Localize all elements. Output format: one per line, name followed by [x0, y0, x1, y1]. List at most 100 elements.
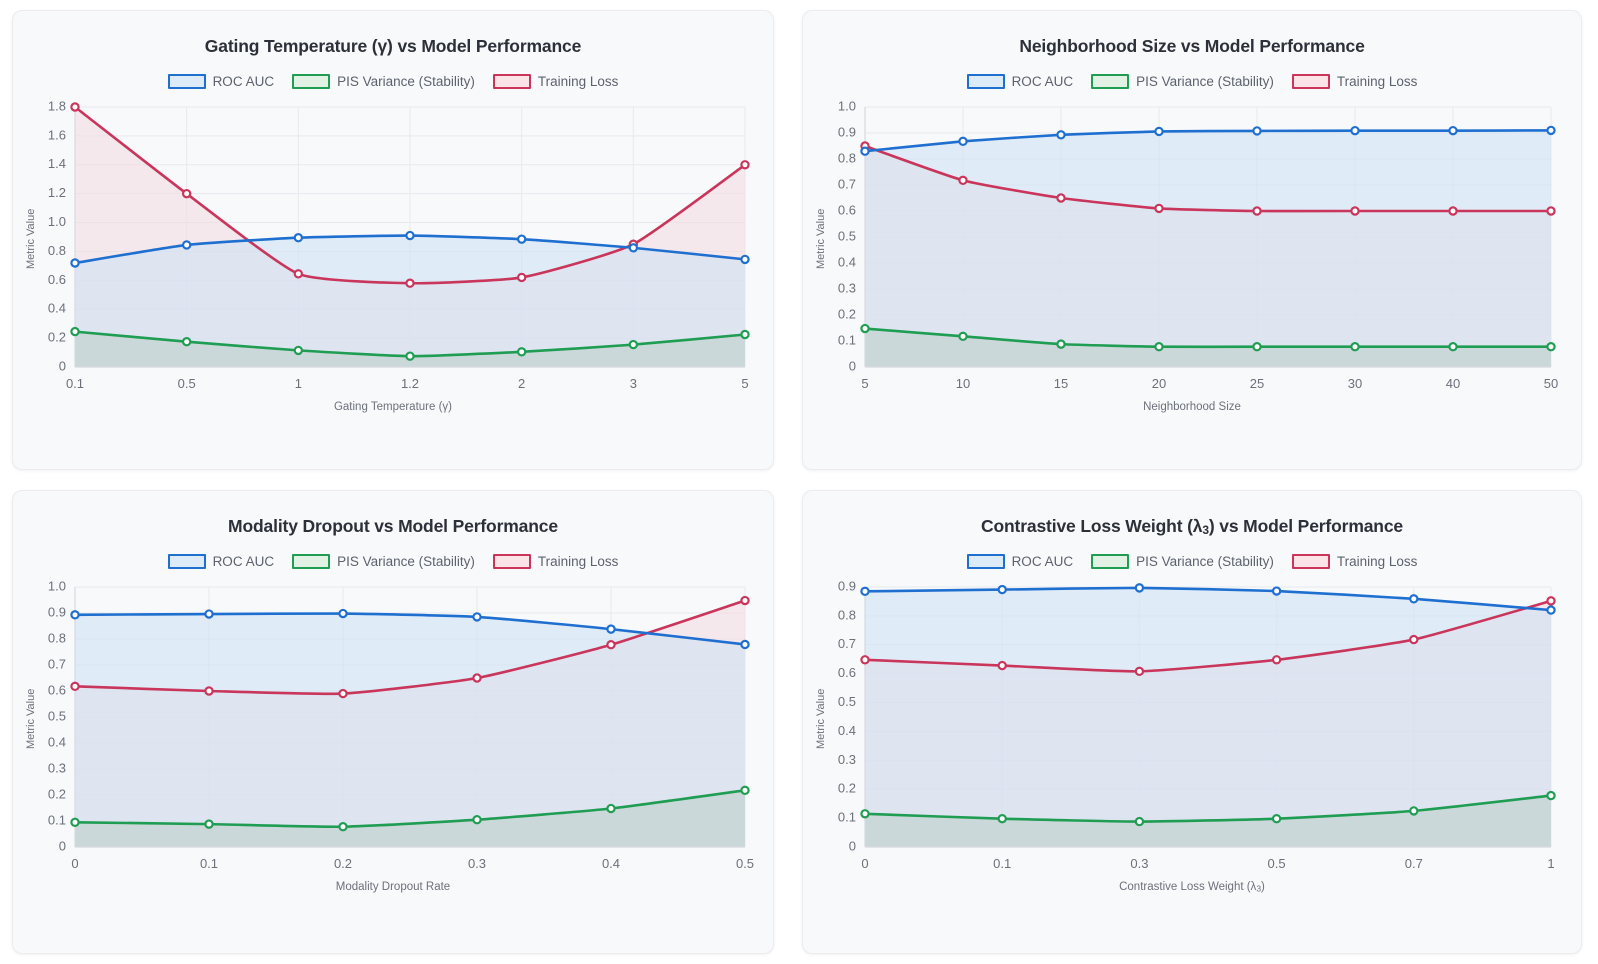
y-axis-title: Metric Value — [25, 208, 37, 269]
roc-auc-point — [1154, 126, 1164, 137]
roc-auc-area — [75, 235, 745, 367]
y-tick-label: 1.6 — [48, 127, 66, 142]
y-axis-title: Metric Value — [25, 688, 37, 749]
y-axis-title: Metric Value — [815, 688, 827, 749]
y-tick-label: 0.2 — [48, 786, 66, 801]
legend-swatch-icon — [292, 554, 331, 569]
training-loss-point — [1252, 206, 1262, 216]
roc-auc-point — [70, 258, 80, 268]
x-tick-label: 2 — [518, 376, 525, 391]
legend-swatch-icon — [167, 74, 206, 89]
legend-item[interactable]: Training Loss — [492, 74, 618, 89]
training-loss-point — [860, 655, 870, 665]
pis-variance-line — [863, 327, 1553, 349]
legend-item[interactable]: PIS Variance (Stability) — [1091, 554, 1274, 569]
training-loss-point — [740, 160, 750, 170]
training-loss-point — [181, 188, 192, 199]
legend-label: PIS Variance (Stability) — [337, 74, 475, 89]
training-loss-line — [863, 599, 1553, 673]
x-tick-label: 50 — [1544, 376, 1558, 391]
roc-auc-point — [70, 610, 80, 620]
y-tick-label: 0.5 — [838, 228, 856, 243]
y-tick-label: 0.3 — [48, 760, 66, 775]
roc-auc-point — [997, 584, 1007, 595]
legend-item[interactable]: Training Loss — [1291, 554, 1418, 569]
x-tick-label: 5 — [861, 376, 868, 391]
legend-swatch-icon — [167, 554, 206, 569]
roc-auc-point — [181, 240, 192, 250]
training-loss-point — [958, 175, 968, 186]
training-loss-point — [1409, 634, 1419, 645]
pis-variance-point — [628, 339, 639, 350]
x-tick-label: 10 — [956, 376, 970, 391]
roc-auc-point — [958, 136, 968, 147]
legend-item[interactable]: PIS Variance (Stability) — [292, 74, 475, 89]
x-tick-label: 0 — [861, 856, 868, 871]
pis-variance-point — [740, 329, 750, 340]
x-tick-label: 0 — [71, 856, 78, 871]
y-tick-label: 0.9 — [838, 578, 856, 593]
x-tick-label: 0.2 — [334, 856, 352, 871]
training-loss-point — [338, 688, 348, 699]
roc-auc-point — [860, 146, 870, 156]
roc-auc-area — [865, 130, 1551, 367]
legend-item[interactable]: ROC AUC — [966, 74, 1073, 89]
legend-item[interactable]: PIS Variance (Stability) — [1091, 74, 1274, 89]
y-tick-label: 1.8 — [48, 98, 66, 113]
y-tick-label: 0.9 — [48, 604, 66, 619]
roc-auc-line — [863, 129, 1553, 153]
legend-item[interactable]: Training Loss — [1291, 74, 1417, 89]
y-tick-label: 0.2 — [838, 306, 856, 321]
training-loss-point — [1546, 596, 1556, 606]
legend-label: Training Loss — [1336, 554, 1418, 569]
training-loss-point — [293, 269, 304, 279]
roc-auc-point — [1409, 594, 1419, 604]
chart-legend: ROC AUC PIS Variance (Stability) Training … — [13, 554, 773, 569]
x-tick-label: 0.1 — [66, 376, 84, 391]
roc-auc-point — [293, 233, 304, 243]
y-tick-label: 1.0 — [838, 98, 856, 113]
roc-auc-point — [1252, 126, 1262, 136]
pis-variance-point — [860, 809, 870, 819]
y-tick-label: 0.8 — [838, 150, 856, 165]
roc-auc-point — [606, 624, 616, 634]
legend-item[interactable]: Training Loss — [492, 554, 618, 569]
roc-auc-point — [405, 230, 415, 241]
training-loss-line — [73, 599, 747, 696]
x-axis-title: Contrastive Loss Weight (λ3) — [803, 881, 1581, 893]
pis-variance-point — [740, 785, 750, 796]
legend-swatch-icon — [966, 554, 1005, 569]
chart-title: Contrastive Loss Weight (λ3) vs Model Pe… — [803, 516, 1581, 537]
training-loss-point — [472, 673, 482, 683]
y-tick-label: 0.2 — [838, 781, 856, 796]
x-axis-title-suffix: ) — [1261, 881, 1265, 893]
x-tick-label: 0.5 — [178, 376, 196, 391]
legend-item[interactable]: PIS Variance (Stability) — [292, 554, 475, 569]
chart-title-subscript: 3 — [1202, 522, 1209, 537]
roc-auc-point — [1056, 130, 1066, 140]
legend-label: PIS Variance (Stability) — [1136, 74, 1274, 89]
training-loss-point — [997, 660, 1007, 671]
y-tick-label: 0 — [59, 838, 66, 853]
roc-auc-point — [628, 243, 639, 253]
legend-item[interactable]: ROC AUC — [167, 74, 274, 89]
y-tick-label: 0.7 — [838, 636, 856, 651]
y-axis-title: Metric Value — [815, 208, 827, 269]
y-tick-label: 0 — [59, 358, 66, 373]
y-tick-label: 0.5 — [838, 694, 856, 709]
x-tick-label: 0.1 — [993, 856, 1011, 871]
x-tick-label: 1 — [1547, 856, 1554, 871]
training-loss-point — [1056, 193, 1066, 203]
pis-variance-point — [606, 803, 616, 814]
pis-variance-point — [405, 351, 415, 361]
legend-item[interactable]: ROC AUC — [167, 554, 274, 569]
pis-variance-point — [338, 822, 348, 832]
chart-title-suffix: ) vs Model Performance — [1208, 516, 1404, 536]
legend-item[interactable]: ROC AUC — [966, 554, 1073, 569]
y-tick-label: 0.3 — [838, 752, 856, 767]
pis-variance-point — [1271, 813, 1282, 824]
legend-label: PIS Variance (Stability) — [337, 554, 475, 569]
chart-card-gating-temperature: Gating Temperature (γ) vs Model Performa… — [12, 10, 774, 470]
y-tick-label: 1.0 — [48, 578, 66, 593]
